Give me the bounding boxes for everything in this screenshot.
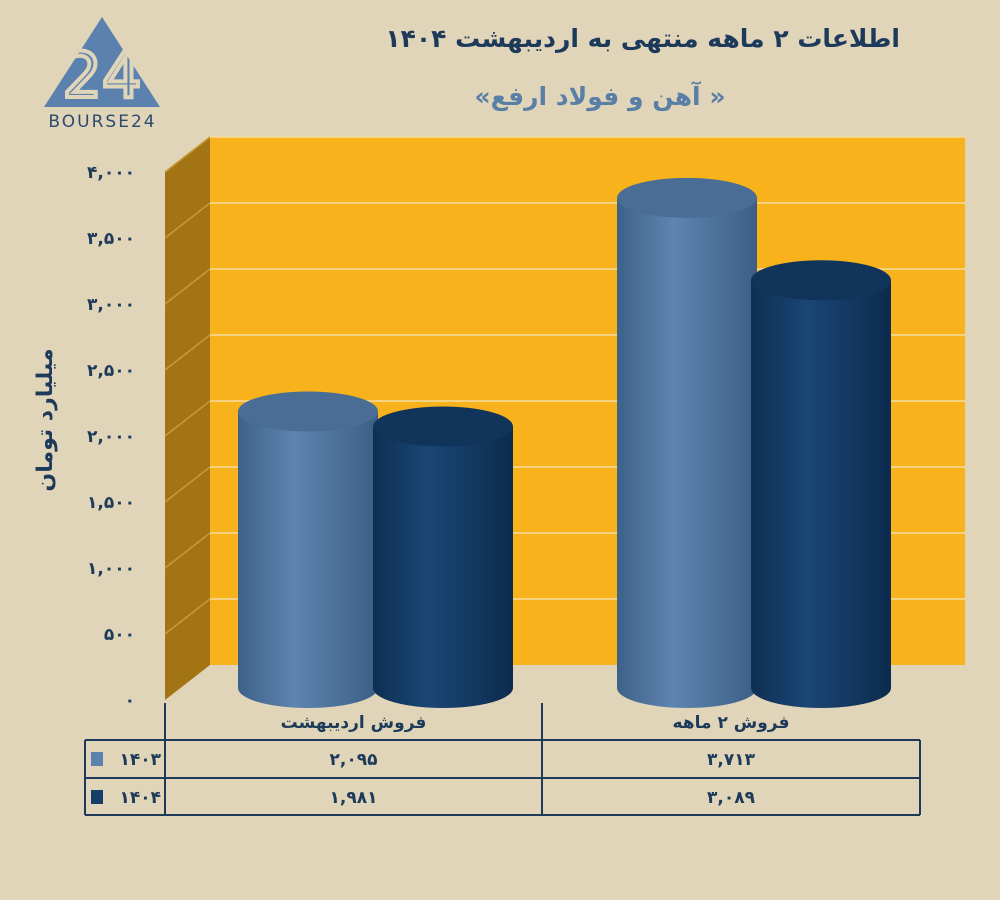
data-label: ۱,۹۸۱ [330,788,378,808]
side-gridline [164,202,211,239]
logo-mark: 24 [63,39,142,112]
legend-label: ۱۴۰۴ [119,788,161,808]
bar [617,177,757,708]
side-gridline [164,532,211,569]
y-tick-label: ۳,۵۰۰ [87,229,135,249]
data-label: ۳,۷۱۳ [707,750,756,770]
side-gridline [164,400,211,437]
y-tick-label: ۲,۵۰۰ [87,361,135,381]
category-label: فروش اردیبهشت [281,713,427,733]
y-tick-label: ۴,۰۰۰ [87,163,135,183]
bourse24-logo: 24 [40,15,165,115]
side-gridline [164,268,211,305]
chart-subtitle: « آهن و فولاد ارفع» [474,82,726,111]
bar [238,391,378,708]
category-label: فروش ۲ ماهه [673,713,790,733]
legend-label: ۱۴۰۳ [119,750,161,770]
bar [373,406,513,708]
side-gridline [164,598,211,635]
y-tick-label: ۲,۰۰۰ [87,427,135,447]
y-tick-label: ۱,۵۰۰ [87,493,135,513]
side-gridline [164,466,211,503]
y-tick-label: ۰ [125,691,135,711]
legend-swatch [91,790,103,804]
y-tick-label: ۱,۰۰۰ [87,559,135,579]
logo-text: BOURSE24 [48,112,157,132]
data-label: ۲,۰۹۵ [330,750,378,770]
y-axis-label: میلیارد تومان [33,348,58,491]
bar [751,260,891,708]
data-label: ۳,۰۸۹ [707,788,756,808]
y-tick-label: ۳,۰۰۰ [87,295,135,315]
chart-title: اطلاعات ۲ ماهه منتهی به اردیبهشت ۱۴۰۴ [385,24,900,53]
legend-swatch [91,752,103,766]
side-gridline [164,334,211,371]
y-tick-label: ۵۰۰ [104,625,135,645]
side-gridline [164,136,211,173]
